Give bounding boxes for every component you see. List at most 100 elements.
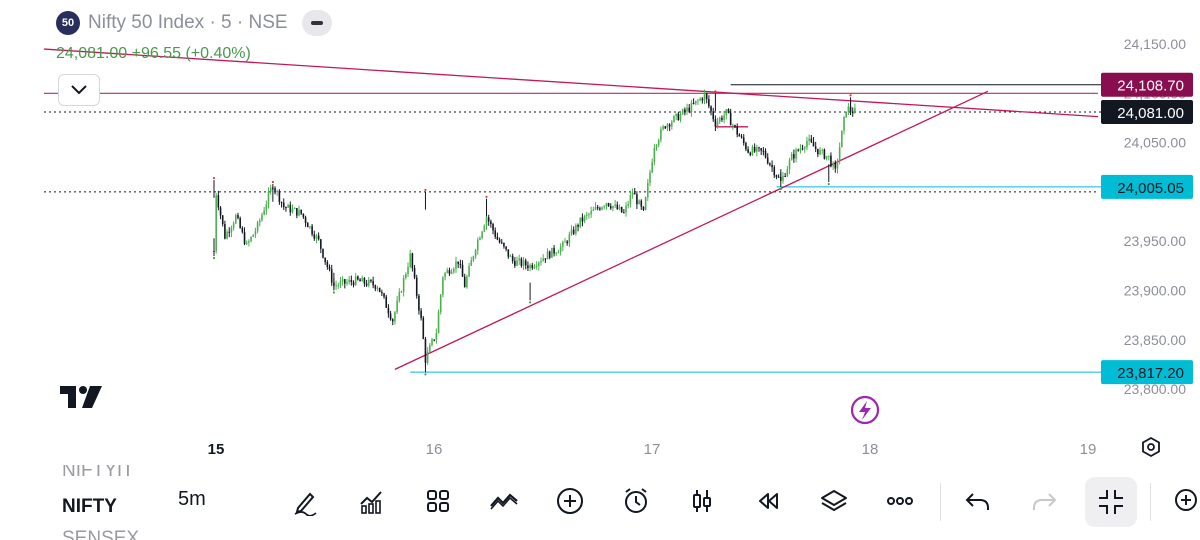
candle-body xyxy=(239,218,241,228)
candle-body xyxy=(636,194,638,205)
candle-body xyxy=(544,258,547,260)
symbol-next[interactable]: SENSEX xyxy=(62,528,140,540)
candle-body xyxy=(579,217,582,227)
candle-body xyxy=(551,247,553,258)
candle-body xyxy=(313,234,316,239)
candle-body xyxy=(847,106,850,112)
candle-body xyxy=(357,276,359,280)
layers-icon[interactable] xyxy=(818,485,850,517)
candle-body xyxy=(625,205,627,213)
candle-body xyxy=(795,149,797,159)
candle-body xyxy=(631,192,634,196)
tradingview-logo-icon xyxy=(60,386,104,415)
price-label-box[interactable] xyxy=(1101,100,1193,125)
candle-body xyxy=(413,268,416,278)
candle-body xyxy=(603,206,606,208)
candle-body xyxy=(799,148,802,151)
candle-body xyxy=(258,220,261,223)
candle-body xyxy=(819,150,821,155)
candle-body xyxy=(808,138,810,141)
zoom-icon[interactable] xyxy=(1170,485,1200,517)
candle-body xyxy=(583,215,586,222)
fullscreen-exit-button[interactable] xyxy=(1085,477,1137,527)
candle-body xyxy=(518,258,520,261)
price-label-text: 24,005.05 xyxy=(1117,180,1184,197)
drawing-pencil-icon[interactable] xyxy=(289,485,321,517)
candle-body xyxy=(535,266,538,268)
candle-body xyxy=(684,109,686,112)
bottom-toolbar: NIFTYIT NIFTY SENSEX 5m xyxy=(0,465,1200,540)
trend-line[interactable] xyxy=(43,48,1099,118)
undo-icon[interactable] xyxy=(962,485,994,517)
candle-body xyxy=(581,217,584,222)
candle-body xyxy=(742,137,745,144)
candle-body xyxy=(230,227,233,233)
candle-body xyxy=(546,251,549,260)
candle-body xyxy=(367,279,370,286)
lightning-icon[interactable] xyxy=(850,395,880,425)
chart-type-candles-icon[interactable] xyxy=(686,485,718,517)
candle-body xyxy=(782,175,784,181)
candle-body xyxy=(409,253,411,268)
price-label-text: 23,817.20 xyxy=(1117,365,1184,382)
candle-body xyxy=(827,155,830,157)
candle-body xyxy=(520,258,523,266)
candle-body xyxy=(832,162,834,167)
chevron-down-icon xyxy=(71,85,87,95)
candle-body xyxy=(572,229,575,234)
candle-body xyxy=(289,204,292,213)
price-chart[interactable]: 24,150.0024,100.0024,050.0024,000.0023,9… xyxy=(0,0,1200,465)
compare-icon[interactable] xyxy=(488,485,520,517)
candle-body xyxy=(697,100,699,102)
collapse-legend-button[interactable] xyxy=(301,10,332,36)
candle-body xyxy=(276,190,279,192)
candle-body xyxy=(814,146,817,149)
candle-body xyxy=(389,313,392,320)
candle-body xyxy=(753,146,756,152)
symbol-current[interactable]: NIFTY xyxy=(62,496,117,517)
candle-body xyxy=(317,235,320,240)
x-tick-label: 16 xyxy=(426,441,443,458)
replay-icon[interactable] xyxy=(752,485,784,517)
candle-body xyxy=(269,187,272,192)
candle-body xyxy=(801,148,804,150)
candle-body xyxy=(553,247,555,254)
candle-body xyxy=(405,273,407,279)
candle-body xyxy=(575,225,577,234)
candle-body xyxy=(278,190,281,202)
candle-body xyxy=(540,261,542,263)
indicators-icon[interactable] xyxy=(356,485,388,517)
candle-body xyxy=(359,279,361,282)
candle-body xyxy=(411,253,414,269)
price-label-box[interactable] xyxy=(1101,72,1193,97)
alarm-icon[interactable] xyxy=(620,485,652,517)
candle-body xyxy=(708,99,710,107)
price-label-box[interactable] xyxy=(1101,174,1193,199)
price-label-text: 24,108.70 xyxy=(1117,78,1184,95)
candle-body xyxy=(738,134,741,137)
candle-body xyxy=(330,269,333,283)
candle-body xyxy=(442,277,444,295)
candle-body xyxy=(302,213,305,218)
x-tick-label: 18 xyxy=(862,441,879,458)
redo-icon[interactable] xyxy=(1028,485,1060,517)
symbol-prev[interactable]: NIFTYIT xyxy=(62,465,134,481)
candle-body xyxy=(237,215,239,219)
price-label-box[interactable] xyxy=(1101,360,1193,385)
interval-button[interactable]: 5m xyxy=(178,488,206,510)
layouts-grid-icon[interactable] xyxy=(422,485,454,517)
add-circle-icon[interactable] xyxy=(554,485,586,517)
candle-body xyxy=(429,345,431,352)
symbol-switcher[interactable]: NIFTYIT NIFTY SENSEX xyxy=(62,465,172,540)
candle-body xyxy=(376,287,379,289)
candle-body xyxy=(775,175,778,177)
candle-body xyxy=(623,212,625,214)
settings-icon[interactable] xyxy=(1142,436,1160,458)
symbol-title[interactable]: Nifty 50 Index · 5 · NSE xyxy=(88,12,288,33)
more-dots-icon[interactable] xyxy=(884,485,916,517)
candle-body xyxy=(306,222,309,228)
candle-body xyxy=(457,261,459,264)
trend-line[interactable] xyxy=(394,90,989,370)
candle-body xyxy=(627,204,629,206)
expand-legend-button[interactable] xyxy=(58,74,100,106)
